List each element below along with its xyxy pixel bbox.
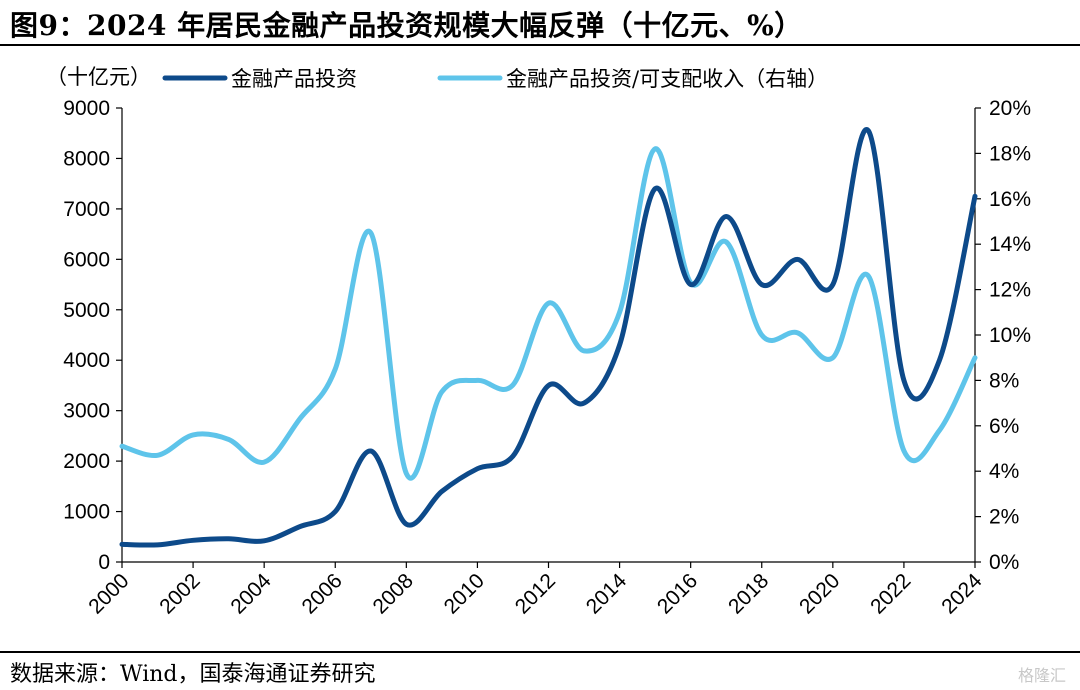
legend-label: 金融产品投资/可支配收入（右轴） [506, 67, 828, 91]
legend-label: 金融产品投资 [231, 67, 357, 91]
y-left-tick-label: 3000 [63, 400, 110, 423]
watermark-logo: 格隆汇 [1017, 666, 1066, 685]
y-right-tick-label: 18% [989, 142, 1031, 165]
y-right-tick-label: 0% [989, 551, 1019, 574]
y-left-tick-label: 4000 [63, 349, 110, 372]
x-tick-label: 2010 [440, 569, 489, 618]
x-tick-label: 2022 [866, 569, 915, 618]
x-tick-label: 2008 [369, 569, 418, 618]
y-right-tick-label: 12% [989, 279, 1031, 302]
y-left-tick-label: 8000 [63, 147, 110, 170]
y-left-tick-label: 0 [98, 551, 110, 574]
footer-divider [0, 651, 1080, 653]
y-right-tick-label: 4% [989, 460, 1019, 483]
y-right-tick-label: 2% [989, 506, 1019, 529]
y-right-tick-label: 20% [989, 97, 1031, 120]
y-right-tick-label: 6% [989, 415, 1019, 438]
x-tick-label: 2000 [84, 569, 133, 618]
series-line-ratio [119, 146, 978, 481]
chart-area: 01000200030004000500060007000800090000%2… [46, 65, 1031, 619]
y-right-tick-label: 16% [989, 188, 1031, 211]
y-right-tick-label: 14% [989, 233, 1031, 256]
y-left-tick-label: 7000 [63, 198, 110, 221]
series-line-investment [119, 127, 978, 548]
x-tick-label: 2018 [724, 569, 773, 618]
y-left-tick-label: 1000 [63, 501, 110, 524]
y-left-tick-label: 9000 [63, 97, 110, 120]
x-tick-label: 2024 [937, 569, 987, 619]
y-right-tick-label: 10% [989, 324, 1031, 347]
y-left-unit-label: （十亿元） [46, 65, 151, 89]
x-tick-label: 2020 [795, 569, 844, 618]
source-note: 数据来源：Wind，国泰海通证券研究 [10, 662, 376, 687]
title-divider [0, 44, 1080, 46]
x-tick-label: 2004 [226, 569, 276, 619]
x-tick-label: 2012 [511, 569, 560, 618]
x-tick-label: 2006 [297, 569, 346, 618]
x-tick-label: 2016 [653, 569, 702, 618]
y-left-tick-label: 6000 [63, 248, 110, 271]
y-left-tick-label: 2000 [63, 450, 110, 473]
x-tick-label: 2014 [582, 569, 632, 619]
chart-title: 图9：2024 年居民金融产品投资规模大幅反弹（十亿元、%） [10, 9, 803, 42]
x-tick-label: 2002 [155, 569, 204, 618]
y-left-tick-label: 5000 [63, 299, 110, 322]
y-right-tick-label: 8% [989, 369, 1019, 392]
